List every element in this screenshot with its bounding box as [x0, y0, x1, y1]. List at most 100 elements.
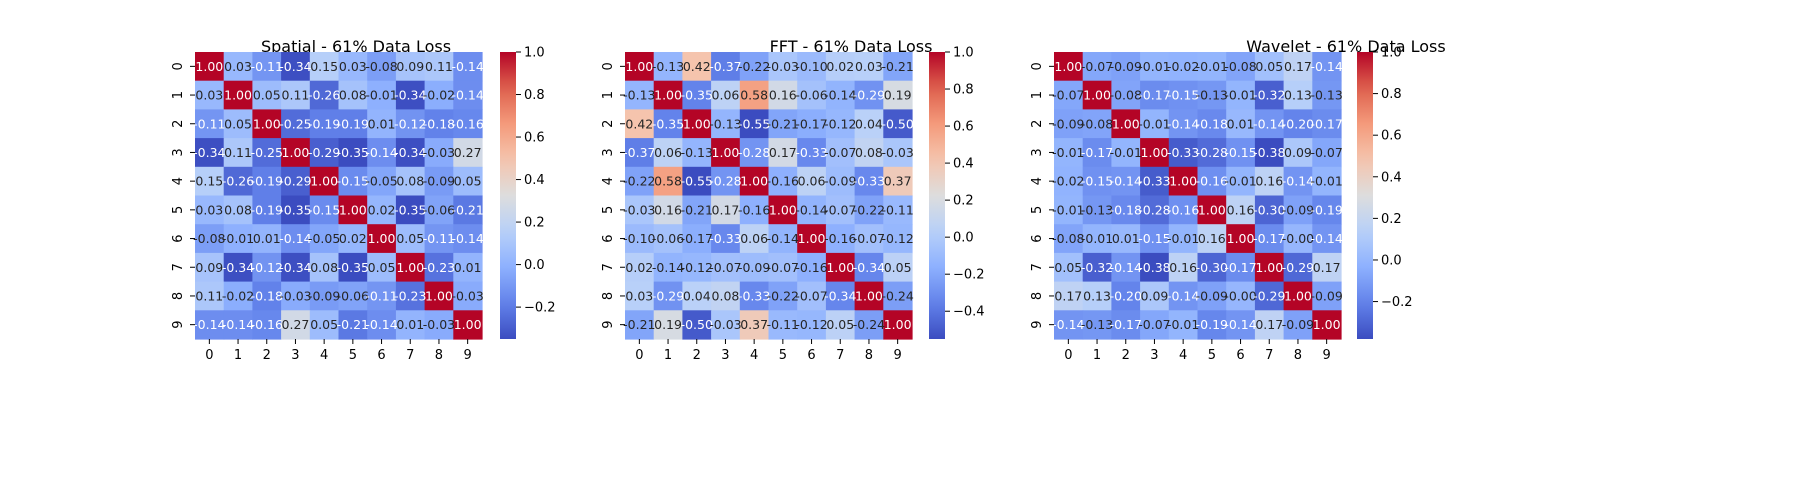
cell-value: -0.00	[1224, 288, 1256, 303]
x-tick-label: 7	[836, 348, 844, 363]
cell-value: 0.08	[224, 202, 252, 217]
heatmap-cell	[711, 310, 741, 340]
y-tick-label: 0	[171, 62, 186, 70]
heatmap-cell	[1283, 109, 1313, 139]
cell-value: -0.01	[1167, 317, 1199, 332]
cell-value: 0.11	[425, 59, 453, 74]
cell-value: -0.09	[1052, 116, 1084, 131]
cell-value: -0.14	[1167, 288, 1199, 303]
cell-value: -0.01	[1052, 202, 1084, 217]
cell-value: -0.21	[451, 202, 483, 217]
cell-value: -0.55	[738, 116, 770, 131]
cell-value: -0.14	[279, 231, 311, 246]
heatmap-cell	[1312, 166, 1342, 197]
heatmap-cell	[682, 224, 712, 254]
cell-value: 0.06	[798, 174, 826, 189]
cell-value: -0.13	[1196, 88, 1228, 103]
cell-value: -0.35	[652, 116, 684, 131]
heatmap-cell	[797, 80, 827, 110]
heatmap-cell	[1312, 138, 1342, 168]
heatmap-cell	[797, 224, 827, 254]
cell-value: 0.08	[310, 260, 338, 275]
cell-value: -0.21	[681, 202, 713, 217]
cell-value: -0.34	[279, 59, 311, 74]
cell-value: -0.16	[767, 174, 799, 189]
colorbar-tick-label: 1.0	[1381, 46, 1402, 61]
cell-value: 1.00	[310, 174, 338, 189]
heatmap-cell	[883, 224, 913, 254]
cell-value: -0.17	[1110, 317, 1142, 332]
cell-value: -0.01	[1052, 145, 1084, 160]
heatmap-cell	[338, 281, 368, 311]
cell-value: -0.32	[1253, 88, 1285, 103]
cell-value: 1.00	[683, 116, 711, 131]
y-tick-label: 0	[601, 62, 616, 70]
heatmap-cell	[252, 138, 282, 168]
heatmap-cell	[1082, 252, 1112, 283]
heatmap-cell	[825, 109, 856, 139]
heatmap-cell	[223, 281, 253, 311]
heatmap-cell	[252, 166, 282, 197]
colorbar-tick-label: 0.2	[524, 216, 545, 231]
heatmap-cell	[883, 109, 913, 139]
heatmap-cell	[825, 310, 856, 340]
heatmap-cell	[1254, 166, 1285, 197]
cell-value: -0.01	[1196, 59, 1228, 74]
cell-value: -0.37	[709, 59, 741, 74]
heatmap-cell	[653, 252, 683, 283]
cell-value: 1.00	[1227, 231, 1255, 246]
cell-value: -0.12	[251, 260, 283, 275]
heatmap-cell	[883, 195, 913, 225]
heatmap-cell	[338, 252, 368, 283]
cell-value: -0.13	[1081, 202, 1113, 217]
cell-value: 0.01	[1112, 231, 1140, 246]
x-tick-label: 5	[1208, 348, 1216, 363]
heatmap-cell	[195, 310, 225, 340]
heatmap-cell	[367, 138, 397, 168]
heatmap-cell	[711, 195, 741, 225]
heatmap-cell	[711, 52, 741, 82]
cell-value: 0.01	[454, 260, 482, 275]
cell-value: -0.08	[1224, 59, 1256, 74]
cell-value: -0.22	[767, 288, 799, 303]
heatmap-cell	[424, 224, 454, 254]
cell-value: 0.15	[310, 59, 338, 74]
heatmap-cell	[424, 195, 454, 225]
cell-value: -0.12	[881, 231, 913, 246]
heatmap-cell	[653, 281, 683, 311]
heatmap-cell	[883, 80, 913, 110]
x-tick-label: 6	[1236, 348, 1244, 363]
heatmap-cell	[195, 138, 225, 168]
cell-value: 1.00	[1255, 260, 1283, 275]
heatmap-cell	[1226, 195, 1256, 225]
cell-value: -0.17	[1310, 116, 1342, 131]
cell-value: -0.09	[1310, 288, 1342, 303]
cell-value: -0.50	[681, 317, 713, 332]
heatmap-cell	[367, 109, 397, 139]
heatmap-cell	[252, 195, 282, 225]
cell-value: -0.02	[1052, 174, 1084, 189]
cell-value: -0.24	[881, 288, 913, 303]
cell-value: -0.07	[1081, 59, 1113, 74]
cell-value: -0.01	[1310, 174, 1342, 189]
heatmap-cell	[682, 252, 712, 283]
cell-value: -0.17	[1081, 145, 1113, 160]
heatmap-cell	[1226, 252, 1256, 283]
cell-value: -0.14	[222, 317, 254, 332]
heatmap-cell	[1254, 80, 1285, 110]
cell-value: -0.35	[394, 202, 426, 217]
heatmap-cell	[453, 109, 483, 139]
heatmap-cell	[1226, 281, 1256, 311]
y-axis: 0 1 2 3 4 5 6 7 8 9	[601, 62, 625, 329]
heatmap-cell	[625, 281, 655, 311]
heatmap-cell	[195, 109, 225, 139]
cell-value: 0.01	[1227, 116, 1255, 131]
heatmap-cell	[1140, 52, 1170, 82]
cell-value: -0.13	[681, 145, 713, 160]
heatmap-cell	[338, 52, 368, 82]
cell-value: -0.28	[709, 174, 741, 189]
heatmap-cell	[883, 138, 913, 168]
heatmap-cell	[1054, 195, 1084, 225]
cell-value: -0.16	[451, 116, 483, 131]
heatmap-cell	[711, 166, 741, 197]
